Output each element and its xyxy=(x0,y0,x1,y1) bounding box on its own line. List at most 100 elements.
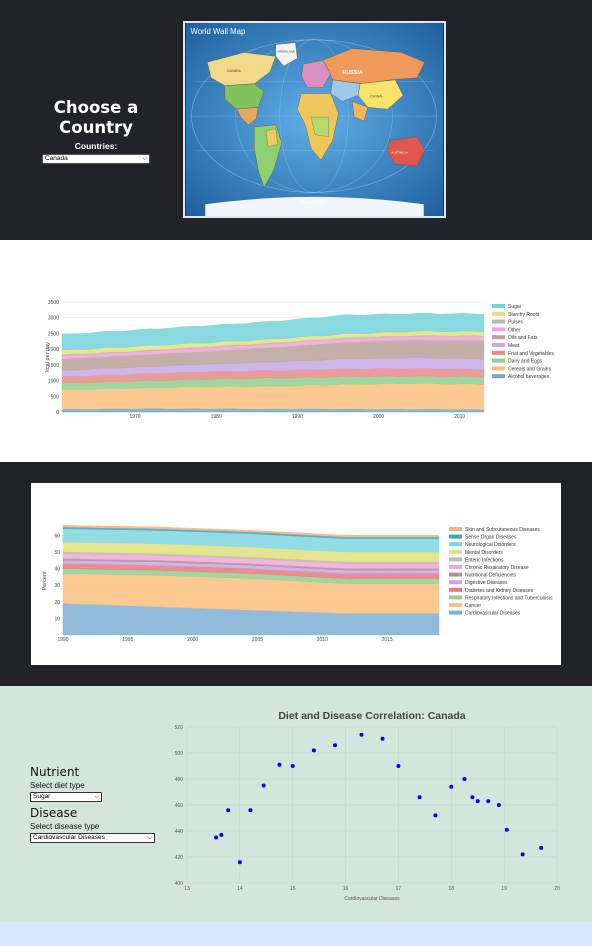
y-tick-label: 1500 xyxy=(48,363,59,369)
scatter-point xyxy=(462,777,467,781)
legend-swatch xyxy=(492,343,505,347)
legend-swatch xyxy=(449,595,462,600)
chevron-down-icon: ⌵ xyxy=(147,835,152,841)
x-tick-label: 2005 xyxy=(252,637,263,643)
legend-label: Alcohol beverages xyxy=(508,374,550,380)
scatter-point xyxy=(214,835,219,840)
x-tick-label: 2010 xyxy=(454,414,465,420)
diet-type-select-value: Sugar xyxy=(33,793,51,800)
y-tick-label: 3000 xyxy=(48,316,59,322)
x-tick-label: 14 xyxy=(237,886,243,892)
legend-label: Cancer xyxy=(465,603,481,609)
choose-country-heading: Choose a Country xyxy=(53,98,139,137)
x-tick-label: 1970 xyxy=(129,414,140,420)
diet-type-label: Select diet type xyxy=(30,781,85,790)
legend-swatch xyxy=(449,587,462,592)
disease-controls: Disease Select disease type Cardiovascul… xyxy=(30,806,156,843)
country-selector-section: Choose a Country Countries: Canada ⌵ xyxy=(0,0,592,240)
map-label-russia: RUSSIA xyxy=(342,70,362,76)
y-tick-label: 400 xyxy=(175,881,184,887)
scatter-point xyxy=(261,783,266,788)
legend-swatch xyxy=(492,350,505,355)
legend-swatch xyxy=(449,572,462,577)
scatter-point xyxy=(311,748,316,753)
y-tick-label: 50 xyxy=(54,550,60,556)
x-tick-label: 20 xyxy=(554,886,560,892)
y-tick-label: 440 xyxy=(175,829,184,835)
y-tick-label: 2000 xyxy=(48,347,59,353)
legend-label: Enteric Infections xyxy=(465,557,504,563)
legend-label: Sugar xyxy=(508,304,522,310)
y-tick-label: 10 xyxy=(54,616,60,622)
map-label-australia: AUSTRALIA xyxy=(391,150,407,154)
x-tick-label: 2010 xyxy=(317,637,328,643)
x-tick-label: 17 xyxy=(396,886,402,892)
scatter-point xyxy=(496,803,501,807)
legend-label: Fruit and Vegetables xyxy=(508,351,554,357)
disease-heading: Disease xyxy=(30,806,78,820)
x-tick-label: 2000 xyxy=(187,637,198,643)
country-select[interactable]: Canada ⌵ xyxy=(42,154,150,164)
diet-type-select[interactable]: Sugar ⌵ xyxy=(30,792,102,802)
legend-label: Cardiovascular Diseases xyxy=(465,611,521,617)
x-tick-label: 19 xyxy=(501,886,507,892)
legend-swatch xyxy=(449,610,462,615)
legend-label: Sense Organ Diseases xyxy=(465,535,517,541)
legend-label: Respiratory Infections and Tuberculosis xyxy=(465,595,553,601)
correlation-section: Nutrient Select diet type Sugar ⌵ Diseas… xyxy=(0,686,592,922)
x-tick-label: 13 xyxy=(184,886,190,892)
legend-label: Starchy Roots xyxy=(508,312,540,318)
legend-swatch xyxy=(492,358,505,363)
scatter-point xyxy=(277,762,282,767)
countries-label: Countries: xyxy=(74,141,118,151)
scatter-chart: Diet and Disease Correlation: Canada 400 4… xyxy=(175,710,560,902)
legend-label: Oils and Fats xyxy=(508,335,538,341)
x-tick-label: 18 xyxy=(449,886,455,892)
nutrient-heading: Nutrient xyxy=(30,765,80,779)
map-australia xyxy=(387,136,425,167)
y-tick-label: 420 xyxy=(175,855,184,861)
scatter-point xyxy=(486,799,491,804)
legend-label: Dairy and Eggs xyxy=(508,359,543,365)
scatter-point xyxy=(226,808,231,813)
x-tick-label: 15 xyxy=(290,886,296,892)
y-axis-label: Percent xyxy=(42,571,48,590)
y-tick-label: 1000 xyxy=(48,379,59,385)
disease-area-chart: 10 20 30 40 50 60 1990 1995 2000 2005 2010 2015 Perc… xyxy=(42,525,553,643)
y-tick-label: 3500 xyxy=(48,300,59,306)
scatter-point xyxy=(475,799,480,804)
y-tick-label: 30 xyxy=(54,583,60,589)
legend-swatch xyxy=(449,549,462,554)
legend-swatch xyxy=(449,580,462,585)
map-label-canada: CANADA xyxy=(227,69,242,73)
world-map-image: World Wall Map Antarctica RUSSIA CANADA … xyxy=(183,21,446,218)
map-label-greenland: GREENLAND xyxy=(277,49,295,53)
disease-area-band xyxy=(62,525,440,538)
legend-swatch xyxy=(492,374,505,379)
legend-swatch xyxy=(449,527,462,531)
map-greenland xyxy=(275,42,298,67)
diet-area-band xyxy=(61,313,485,351)
scatter-point xyxy=(359,732,364,737)
scatter-point xyxy=(248,808,253,813)
scatter-point xyxy=(520,852,525,857)
y-tick-label: 500 xyxy=(175,751,184,757)
disease-type-select[interactable]: Cardiovascular Diseases ⌵ xyxy=(30,833,155,843)
x-tick-label: 2000 xyxy=(373,414,384,420)
scatter-point xyxy=(219,832,224,837)
x-tick-label: 1990 xyxy=(292,414,303,420)
country-chooser: Choose a Country Countries: Canada ⌵ xyxy=(18,98,174,164)
y-axis-label: kcal per day xyxy=(45,342,51,372)
map-canada xyxy=(206,52,277,86)
x-tick-label: 1990 xyxy=(57,637,68,643)
legend-swatch xyxy=(449,542,462,547)
y-tick-label: 20 xyxy=(54,600,60,606)
scatter-point xyxy=(396,764,401,768)
legend-swatch xyxy=(449,565,462,569)
scatter-point xyxy=(417,795,422,800)
disease-chart-section: 10 20 30 40 50 60 1990 1995 2000 2005 2010 2015 Perc… xyxy=(0,462,592,686)
disease-chart-panel: 10 20 30 40 50 60 1990 1995 2000 2005 2010 2015 Perc… xyxy=(31,483,561,665)
legend-swatch xyxy=(449,603,462,607)
y-tick-label: 2500 xyxy=(48,331,59,337)
legend-label: Neurological Disorders xyxy=(465,542,516,548)
